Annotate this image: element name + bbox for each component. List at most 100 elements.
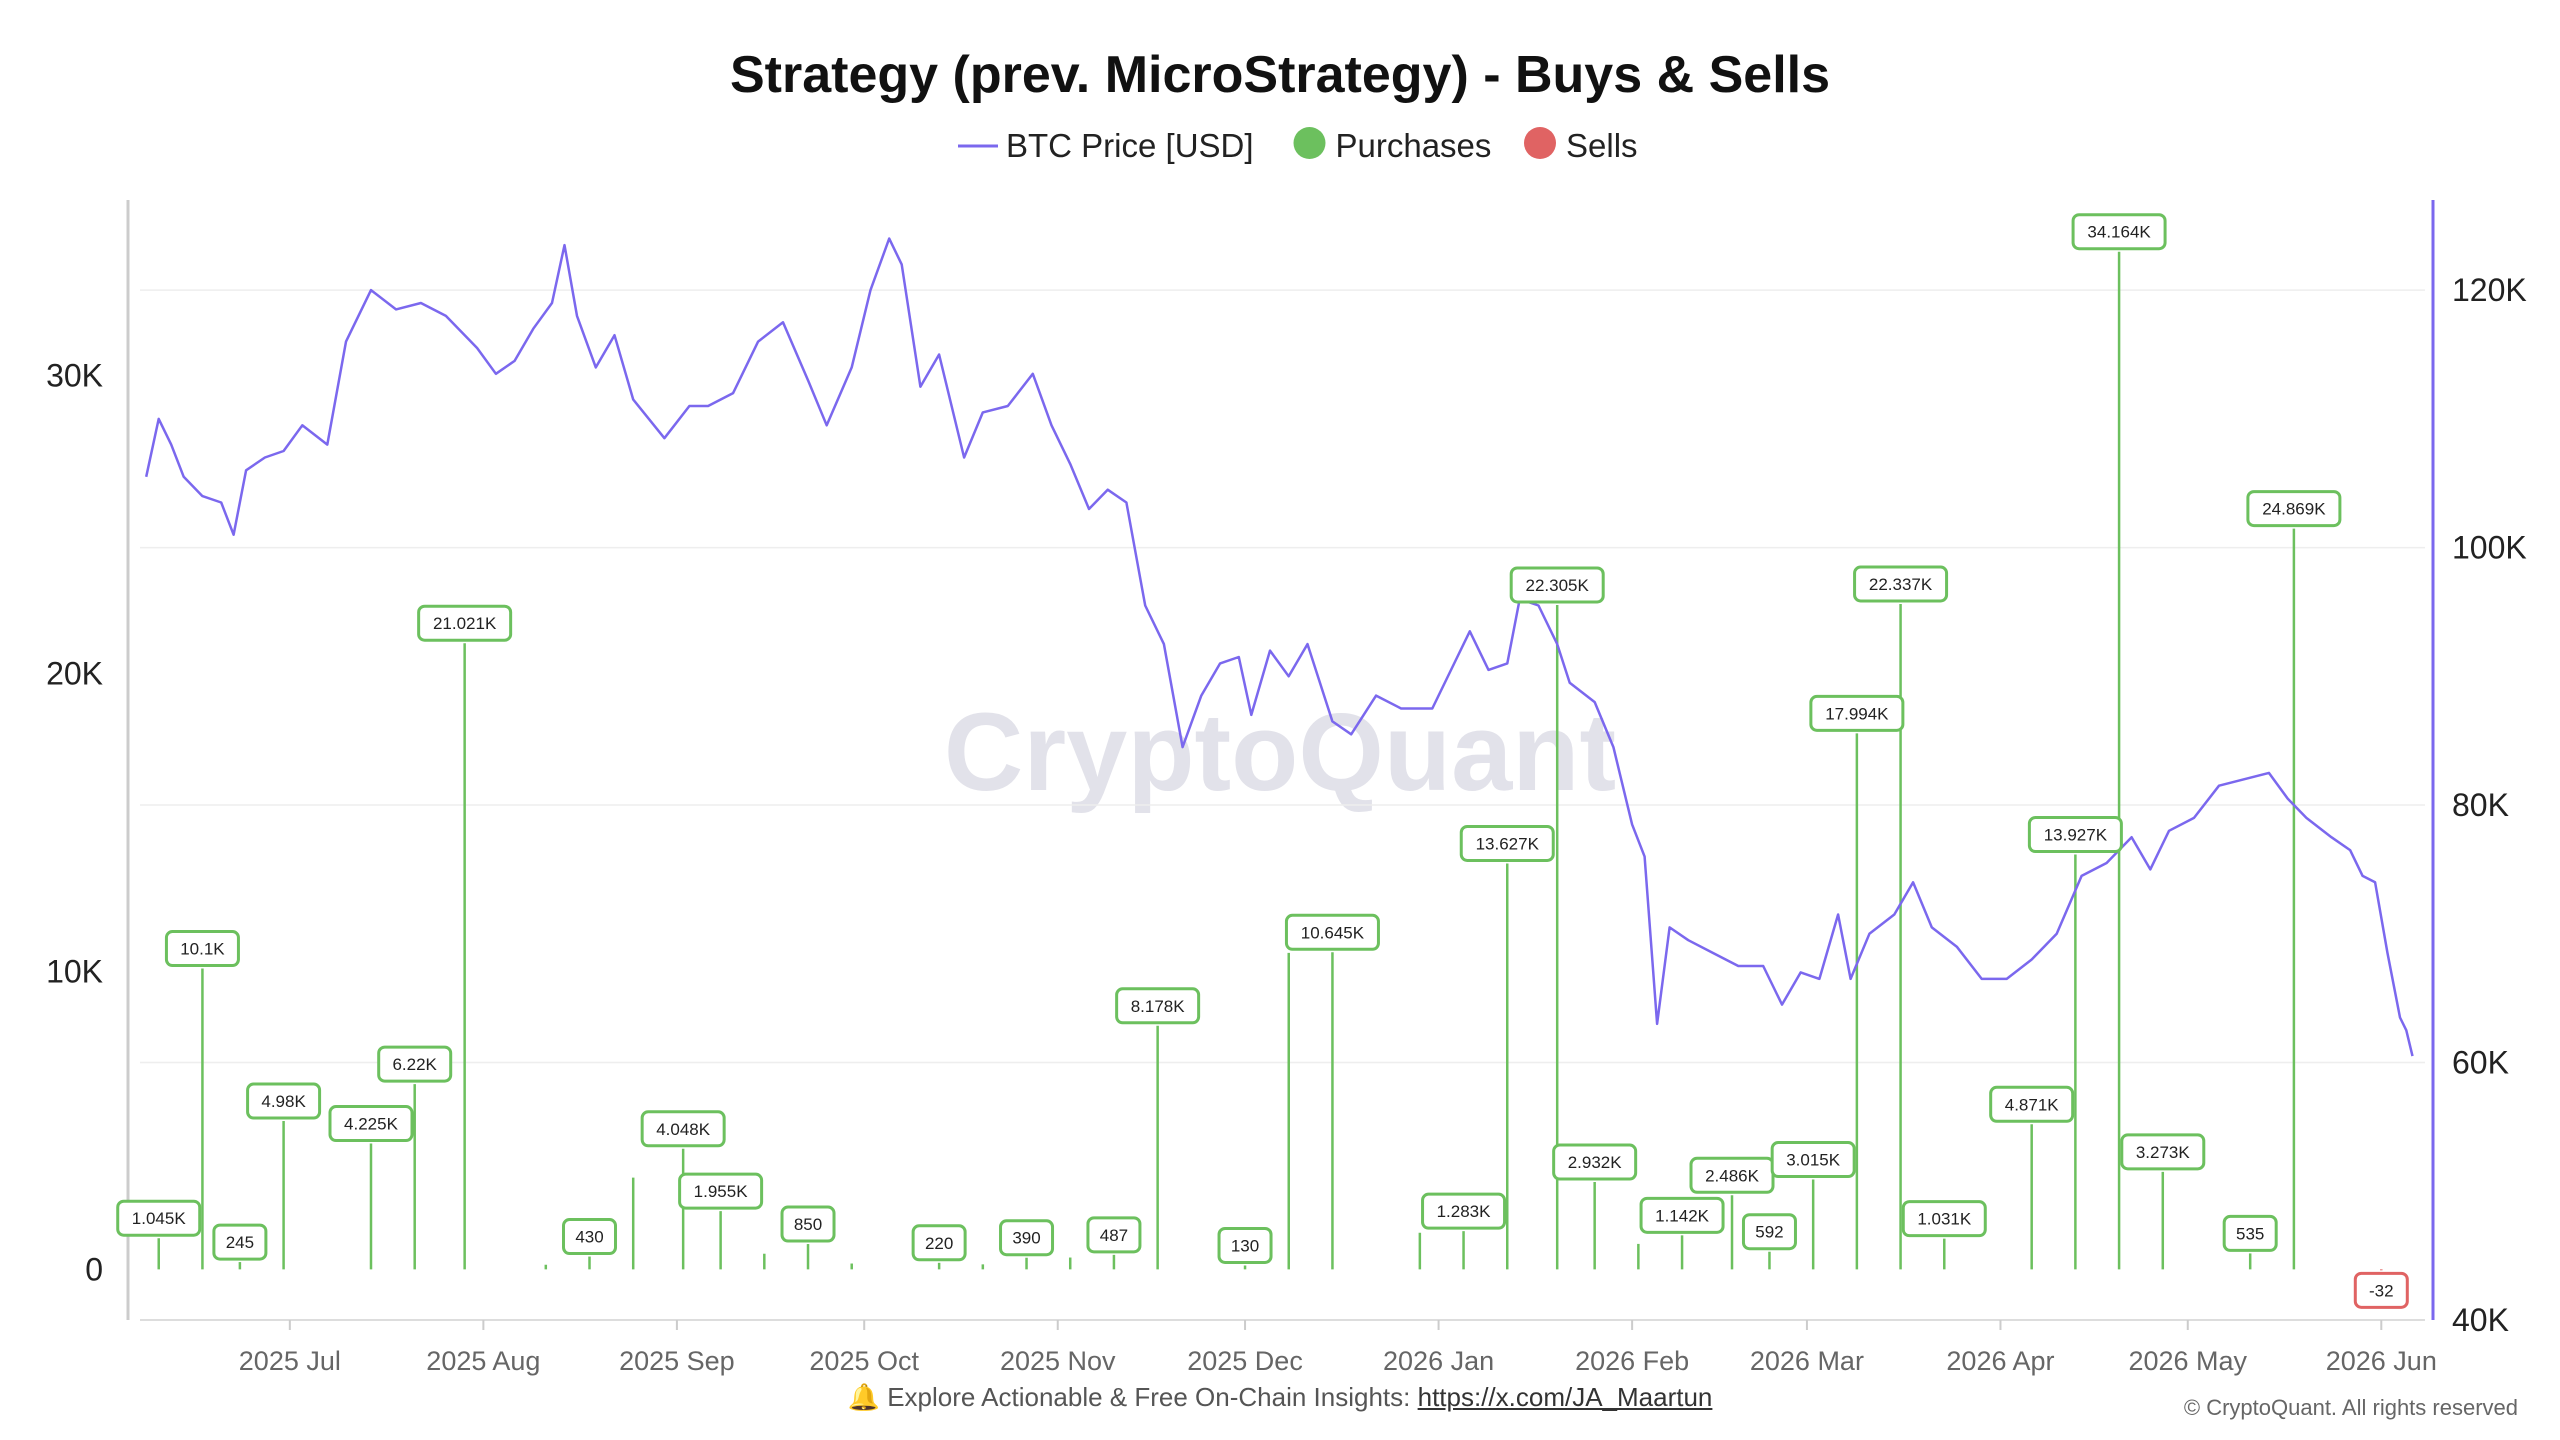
x-tick-label: 2025 Dec: [1187, 1346, 1303, 1376]
footer-link[interactable]: https://x.com/JA_Maartun: [1417, 1382, 1713, 1412]
purchase-label-text: 1.031K: [1917, 1210, 1972, 1229]
purchase-label: 8.178K: [1115, 987, 1201, 1025]
purchase-label-box: [2120, 1133, 2206, 1171]
purchase-label: 390: [999, 1219, 1055, 1257]
purchase-label: 6.22K: [377, 1045, 453, 1083]
purchase-label-box: [1217, 1226, 1273, 1264]
left-tick-label: 0: [85, 1251, 103, 1287]
purchase-label: 1.142K: [1639, 1196, 1725, 1234]
right-tick-label: 100K: [2452, 530, 2527, 566]
purchase-label-box: [417, 604, 513, 642]
legend-dot-marker: [1293, 127, 1326, 159]
purchase-label-text: 13.927K: [2044, 826, 2108, 845]
x-tick-label: 2026 May: [2128, 1346, 2247, 1376]
purchase-label-box: [1989, 1085, 2075, 1123]
purchase-label-box: [1639, 1196, 1725, 1234]
legend-label-buy: Purchases: [1336, 127, 1492, 164]
purchase-label-box: [1853, 565, 1949, 603]
purchase-label: 4.225K: [328, 1105, 414, 1143]
x-tick-label: 2026 Mar: [1750, 1346, 1864, 1376]
purchase-label-text: 10.645K: [1301, 923, 1365, 942]
purchase-label: 3.273K: [2120, 1133, 2206, 1171]
purchase-label-text: 535: [2236, 1224, 2264, 1243]
purchase-label-text: 34.164K: [2087, 223, 2151, 242]
x-tick-label: 2025 Jul: [239, 1346, 341, 1376]
legend-label-price: BTC Price [USD]: [1006, 127, 1254, 164]
purchase-label-text: 17.994K: [1825, 704, 1889, 723]
purchase-label: 220: [911, 1224, 967, 1262]
purchase-label: 4.871K: [1989, 1085, 2075, 1123]
purchase-label-box: [1509, 566, 1605, 604]
price-line-group: [144, 237, 2414, 1057]
purchase-label: 22.337K: [1853, 565, 1949, 603]
x-tick-label: 2025 Aug: [426, 1346, 540, 1376]
purchase-label-text: 4.048K: [656, 1120, 711, 1139]
purchase-label-box: [640, 1110, 726, 1148]
purchase-label-box: [1284, 913, 1380, 951]
purchase-label: 4.98K: [246, 1082, 322, 1120]
purchase-label-box: [1552, 1143, 1638, 1181]
bell-icon: 🔔: [847, 1382, 880, 1412]
purchase-label-text: 4.871K: [2005, 1095, 2060, 1114]
purchase-label-box: [116, 1199, 202, 1237]
x-tick-label: 2026 Jun: [2326, 1346, 2437, 1376]
right-tick-label: 80K: [2452, 787, 2509, 823]
purchase-label: 2.932K: [1552, 1143, 1638, 1181]
purchase-label: 13.627K: [1459, 824, 1555, 862]
purchase-label-text: 3.015K: [1786, 1151, 1841, 1170]
sell-label: -32: [2353, 1271, 2409, 1309]
purchase-label-box: [1770, 1141, 1856, 1179]
purchase-label: 130: [1217, 1226, 1273, 1264]
purchase-label-text: 3.273K: [2136, 1143, 2191, 1162]
purchase-label-text: 13.627K: [1476, 834, 1540, 853]
purchase-label-box: [1115, 987, 1201, 1025]
legend: BTC Price [USD] Purchases Sells: [958, 127, 1638, 164]
purchase-label: 592: [1741, 1213, 1797, 1251]
right-tick-label: 60K: [2452, 1045, 2509, 1081]
legend-dot-marker: [1524, 127, 1556, 159]
purchase-label-box: [562, 1218, 618, 1256]
purchase-label-box: [780, 1205, 836, 1243]
right-tick-label: 120K: [2452, 272, 2527, 308]
x-tick-label: 2026 Feb: [1575, 1346, 1689, 1376]
purchase-label-box: [246, 1082, 322, 1120]
purchase-label: 487: [1086, 1216, 1142, 1254]
purchase-label-text: 430: [575, 1228, 603, 1247]
purchase-label: 10.1K: [164, 930, 240, 968]
purchase-label-box: [164, 930, 240, 968]
purchase-label-text: 487: [1100, 1226, 1128, 1245]
purchase-label-text: 6.22K: [392, 1055, 437, 1074]
purchase-label-box: [911, 1224, 967, 1262]
chart-title: Strategy (prev. MicroStrategy) - Buys & …: [730, 46, 1830, 104]
sell-label-box: [2353, 1271, 2409, 1309]
purchase-label-text: 2.486K: [1705, 1166, 1760, 1185]
purchase-label: 13.927K: [2027, 816, 2123, 854]
purchase-label-box: [1421, 1192, 1507, 1230]
purchase-label-box: [212, 1223, 268, 1261]
purchase-label-box: [678, 1172, 764, 1210]
purchase-label-text: 592: [1755, 1223, 1783, 1242]
purchase-label-box: [1741, 1213, 1797, 1251]
legend-label-sell: Sells: [1566, 127, 1638, 164]
footer: 🔔 Explore Actionable & Free On-Chain Ins…: [0, 1382, 2560, 1413]
sell-label-text: -32: [2369, 1281, 2394, 1300]
purchase-label-box: [2222, 1214, 2278, 1252]
purchase-label: 24.869K: [2246, 490, 2342, 528]
purchase-label-text: 1.045K: [132, 1209, 187, 1228]
purchase-label: 34.164K: [2071, 213, 2167, 251]
left-tick-label: 20K: [46, 656, 103, 692]
purchase-label-text: 2.932K: [1568, 1153, 1623, 1172]
purchase-label-text: 4.98K: [261, 1092, 306, 1111]
purchase-label: 245: [212, 1223, 268, 1261]
purchase-label-text: 21.021K: [433, 614, 497, 633]
purchase-label-box: [2246, 490, 2342, 528]
purchase-label: 1.031K: [1901, 1200, 1987, 1238]
purchase-label-box: [1901, 1200, 1987, 1238]
grid: [140, 289, 2425, 1064]
purchase-label-text: 130: [1231, 1236, 1259, 1255]
purchase-label-text: 850: [794, 1215, 822, 1234]
purchase-label-box: [377, 1045, 453, 1083]
purchase-label-box: [328, 1105, 414, 1143]
purchase-label-text: 24.869K: [2262, 500, 2326, 519]
